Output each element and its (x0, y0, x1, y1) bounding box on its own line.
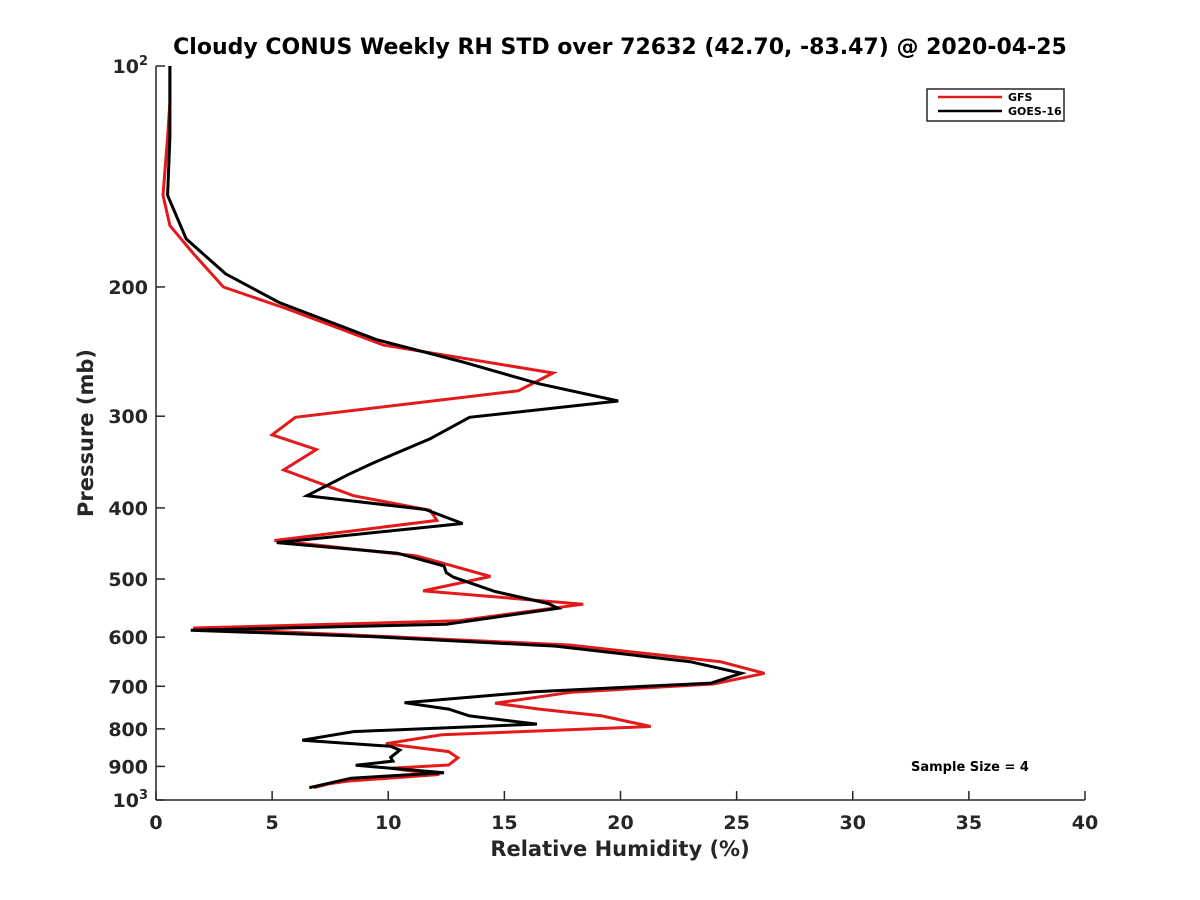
y-tick-label: 103 (113, 788, 149, 812)
x-tick-label: 35 (956, 812, 982, 834)
legend-label-gfs: GFS (1008, 91, 1033, 104)
series-line-gfs (161, 66, 765, 790)
series-line-goes16 (166, 66, 747, 790)
x-axis-label: Relative Humidity (%) (490, 837, 749, 861)
x-axis-ticks: 0 5 10 15 20 25 30 35 40 (149, 791, 1098, 834)
legend-label-goes16: GOES-16 (1008, 105, 1062, 118)
y-axis-ticks: 102 200 300 400 500 600 700 800 900 103 (108, 54, 165, 812)
y-axis-label: Pressure (mb) (74, 349, 98, 517)
y-tick-label: 200 (108, 277, 148, 299)
x-tick-label: 40 (1072, 812, 1098, 834)
plot-area: 0 5 10 15 20 25 30 35 40 102 200 300 400 500 600 700 80… (108, 54, 1098, 834)
series-layer (161, 66, 765, 790)
x-tick-label: 5 (266, 812, 279, 834)
x-tick-label: 20 (607, 812, 633, 834)
x-tick-label: 0 (149, 812, 162, 834)
y-tick-label: 500 (108, 569, 148, 591)
y-tick-label: 700 (108, 676, 148, 698)
legend-box (926, 88, 1065, 122)
y-tick-label: 900 (108, 756, 148, 778)
y-tick-label: 400 (108, 498, 148, 520)
x-tick-label: 25 (723, 812, 749, 834)
y-tick-label: 800 (108, 719, 148, 741)
sample-size-annotation: Sample Size = 4 (911, 760, 1029, 775)
legend: GFS GOES-16 (926, 88, 1065, 122)
x-tick-label: 30 (840, 812, 866, 834)
x-tick-label: 10 (375, 812, 401, 834)
y-tick-label: 600 (108, 627, 148, 649)
y-tick-label: 300 (108, 406, 148, 428)
x-tick-label: 15 (491, 812, 517, 834)
plot-background (156, 66, 1085, 800)
chart-title: Cloudy CONUS Weekly RH STD over 72632 (4… (173, 35, 1067, 60)
y-tick-label: 102 (113, 54, 149, 78)
